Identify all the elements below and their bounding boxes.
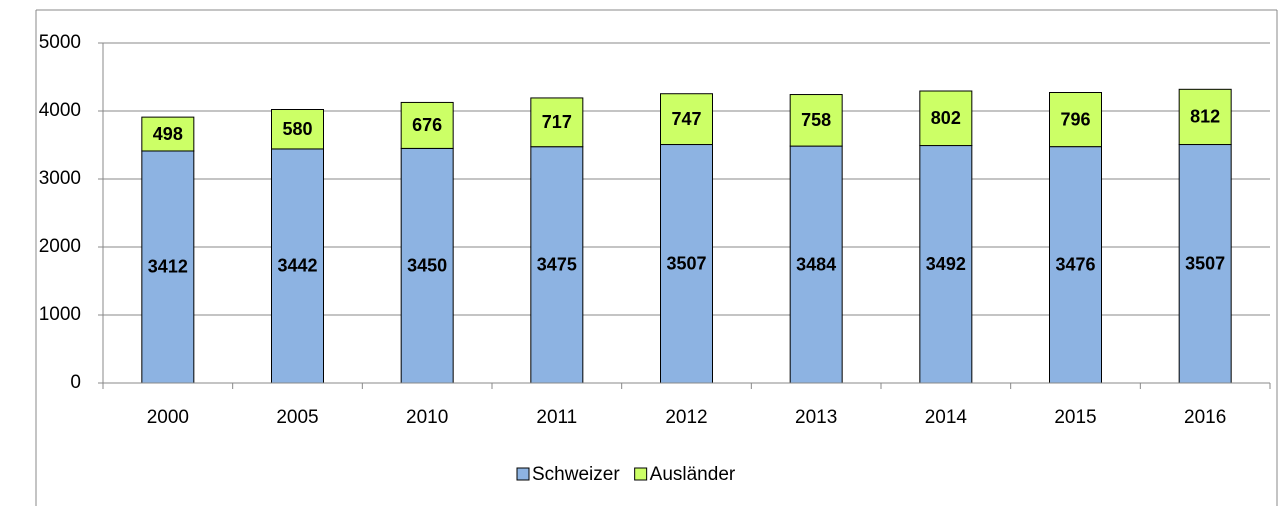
data-label: 802 (931, 108, 961, 128)
bar-segment (400, 101, 454, 149)
data-label: 3450 (407, 255, 447, 275)
bar-segment (919, 145, 973, 384)
data-label: 3507 (1185, 254, 1225, 274)
bar-segment (660, 144, 713, 384)
bar-segment (1049, 92, 1102, 148)
x-tick-label: 2013 (795, 407, 837, 428)
legend-swatch (516, 467, 530, 481)
data-label: 580 (282, 119, 312, 139)
data-label: 3442 (277, 256, 317, 276)
data-label: 796 (1060, 109, 1090, 129)
bar-segment (1178, 88, 1232, 146)
data-label: 498 (153, 124, 183, 144)
data-label: 3484 (796, 254, 836, 274)
x-tick-label: 2016 (1184, 407, 1226, 428)
y-tick-label: 0 (70, 372, 81, 393)
data-label: 812 (1190, 107, 1220, 127)
y-tick-label: 2000 (39, 236, 81, 257)
bar-segment (1049, 146, 1102, 384)
y-tick-label: 4000 (39, 100, 81, 121)
y-tick-label: 1000 (39, 304, 81, 325)
bar-segment (789, 94, 843, 147)
bar-segment (271, 109, 324, 150)
legend-label: Ausländer (650, 464, 736, 485)
x-tick-label: 2000 (147, 407, 189, 428)
data-label: 3412 (148, 257, 188, 277)
legend-label: Schweizer (532, 464, 620, 485)
x-tick-label: 2012 (665, 407, 707, 428)
bar-segment (141, 116, 195, 152)
data-label: 3492 (926, 254, 966, 274)
bar-segment (530, 146, 584, 384)
bar-segment (400, 147, 454, 384)
data-label: 717 (542, 112, 572, 132)
data-label: 3476 (1055, 255, 1095, 275)
legend-swatch (634, 467, 648, 481)
data-label: 3475 (537, 255, 577, 275)
bar-segment (919, 90, 973, 147)
bar-segment (530, 97, 584, 148)
data-label: 758 (801, 110, 831, 130)
data-label: 3507 (666, 254, 706, 274)
x-tick-label: 2010 (406, 407, 448, 428)
y-tick-label: 5000 (39, 32, 81, 53)
data-label: 747 (671, 109, 701, 129)
x-tick-label: 2014 (925, 407, 968, 428)
bar-segment (789, 145, 843, 384)
bar-segment (660, 93, 713, 146)
x-tick-label: 2011 (536, 407, 577, 428)
x-tick-label: 2015 (1054, 407, 1096, 428)
data-label: 676 (412, 115, 442, 135)
bar-segment (1178, 144, 1232, 384)
x-tick-label: 2005 (276, 407, 318, 428)
y-tick-label: 3000 (39, 168, 81, 189)
